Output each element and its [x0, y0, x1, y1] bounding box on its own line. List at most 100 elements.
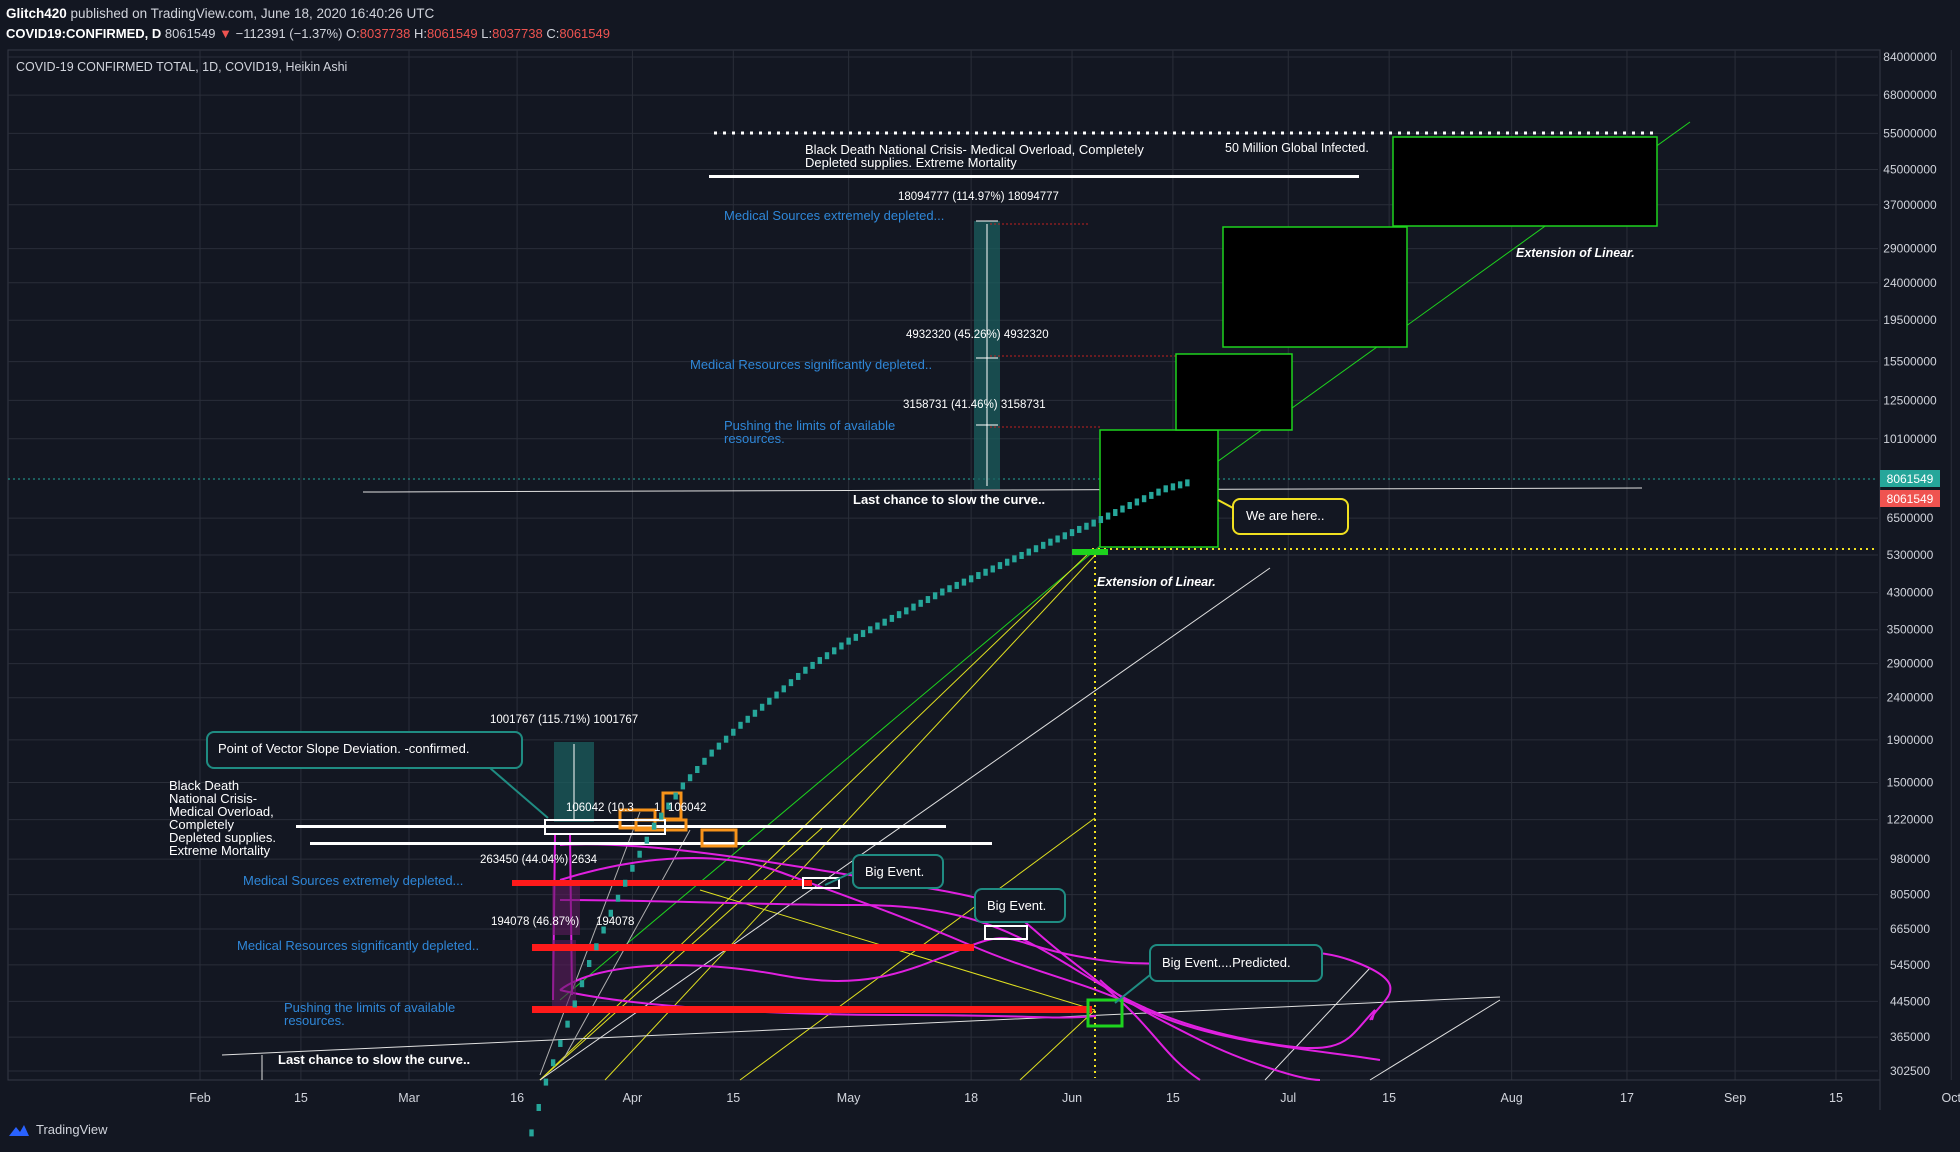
price-tick-label: 1900000 — [1887, 733, 1934, 747]
green-marker — [1072, 549, 1108, 555]
black-death-line-4: Completely — [169, 817, 235, 832]
candle — [709, 749, 714, 757]
lower-limits-label-1: Pushing the limits of available — [284, 1000, 455, 1015]
candle — [716, 742, 722, 750]
last-value: 8061549 — [164, 26, 216, 41]
low-value: 8037738 — [492, 26, 543, 41]
candle — [1120, 505, 1125, 513]
candle — [940, 588, 945, 596]
candle — [925, 596, 931, 604]
candle — [1069, 529, 1075, 537]
candle — [630, 864, 635, 872]
price-tick-label: 545000 — [1890, 958, 1930, 972]
candle — [918, 599, 923, 607]
callout-big-event-1-box — [852, 854, 944, 889]
candle — [932, 592, 938, 600]
time-tick-label: Feb — [189, 1091, 211, 1105]
candle — [976, 572, 981, 580]
measure-label-9: 194078 (46.87%) — [491, 916, 579, 928]
change-value: −112391 (−1.37%) — [235, 26, 343, 41]
last-chance-line — [362, 487, 1643, 493]
price-tick-label: 805000 — [1890, 888, 1930, 902]
price-tick-label: 45000000 — [1883, 162, 1937, 176]
candle — [1177, 481, 1183, 489]
candle — [702, 757, 707, 765]
time-tick-label: 15 — [1829, 1091, 1843, 1105]
close-price-tag — [1880, 490, 1940, 507]
tradingview-brand: TradingView — [36, 1122, 108, 1137]
candle — [1019, 551, 1024, 559]
candle — [860, 630, 866, 638]
price-tick-label: 3500000 — [1887, 623, 1934, 637]
measure-bar-magenta-2 — [552, 940, 576, 1010]
candle — [601, 926, 606, 934]
magenta-curve-6 — [1099, 979, 1321, 1081]
candle — [1048, 538, 1053, 546]
time-tick-label: 15 — [1382, 1091, 1396, 1105]
symbol-name[interactable]: COVID19:CONFIRMED, D — [6, 26, 162, 41]
magenta-curve-2 — [559, 899, 1376, 1049]
candles — [529, 479, 1190, 1137]
candle — [1012, 555, 1017, 563]
candle — [983, 568, 988, 576]
candle — [839, 642, 844, 650]
price-tick-label: 2400000 — [1887, 691, 1934, 705]
candle — [767, 697, 772, 705]
red-bar-limits — [532, 1006, 1092, 1013]
grid — [8, 50, 1952, 1080]
candle — [1134, 498, 1140, 506]
candle — [637, 850, 642, 858]
candle — [1163, 485, 1168, 493]
orange-box-3 — [700, 828, 738, 848]
yellow-line-5 — [1019, 1009, 1096, 1081]
tradingview-footer[interactable]: TradingView — [8, 1122, 108, 1137]
time-tick-label: 17 — [1620, 1091, 1634, 1105]
time-axis[interactable]: Feb 15 Mar 16 Apr 15 May 18 Jun 15 Jul 15 Aug 17 Sep 15… — [189, 1091, 1960, 1105]
candle — [723, 735, 729, 743]
extension-lower-label: Extension of Linear. — [1097, 575, 1216, 589]
price-tick-label: 19500000 — [1883, 313, 1937, 327]
tradingview-logo-icon — [9, 1124, 29, 1136]
measure-label-6: 1 — [654, 802, 660, 814]
upper-sources-label: Medical Sources extremely depleted... — [724, 208, 944, 223]
price-tick-label: 1220000 — [1887, 813, 1934, 827]
candle — [608, 909, 613, 917]
candle — [803, 666, 808, 674]
white-box-2 — [802, 877, 840, 889]
black-death-line-5: Depleted supplies. — [169, 830, 276, 845]
price-tick-label: 6500000 — [1887, 511, 1934, 525]
green-target-box — [1086, 998, 1124, 1028]
close-value: 8061549 — [559, 26, 610, 41]
time-tick-label: 15 — [1166, 1091, 1180, 1105]
candle — [651, 822, 657, 830]
measure-label-3: 3158731 (41.46%) 3158731 — [903, 399, 1046, 411]
time-tick-label: 16 — [510, 1091, 524, 1105]
callout-big-event-2-text: Big Event. — [987, 898, 1046, 913]
price-axis[interactable]: 84000000 68000000 55000000 45000000 37000000… — [1883, 50, 1937, 1078]
callout-we-are-here-box — [1232, 498, 1349, 535]
candle — [889, 614, 895, 622]
candle — [781, 685, 786, 693]
candle — [1084, 522, 1089, 530]
measure-label-1: 18094777 (114.97%) 18094777 — [898, 191, 1059, 203]
low-label: L: — [481, 26, 493, 41]
grey-line-2 — [539, 811, 641, 1076]
price-tick-label: 665000 — [1890, 922, 1930, 936]
projection-box-3 — [1222, 226, 1408, 348]
publish-text: published on TradingView.com, June 18, 2… — [70, 6, 435, 21]
price-tick-label: 365000 — [1890, 1030, 1930, 1044]
time-tick-label: Jul — [1280, 1091, 1296, 1105]
black-death-line-2: National Crisis- — [169, 791, 257, 806]
high-label: H: — [414, 26, 428, 41]
lower-limits-label-2: resources. — [284, 1013, 345, 1028]
last-price-tag — [1880, 470, 1940, 487]
candle — [529, 1129, 534, 1137]
time-tick-label: Apr — [623, 1091, 642, 1105]
callout-vector-pointer — [489, 767, 549, 819]
publisher-name[interactable]: Glitch420 — [6, 6, 67, 21]
time-tick-label: May — [837, 1091, 861, 1105]
down-arrow-icon: ▼ — [219, 26, 233, 41]
candle — [817, 657, 822, 665]
